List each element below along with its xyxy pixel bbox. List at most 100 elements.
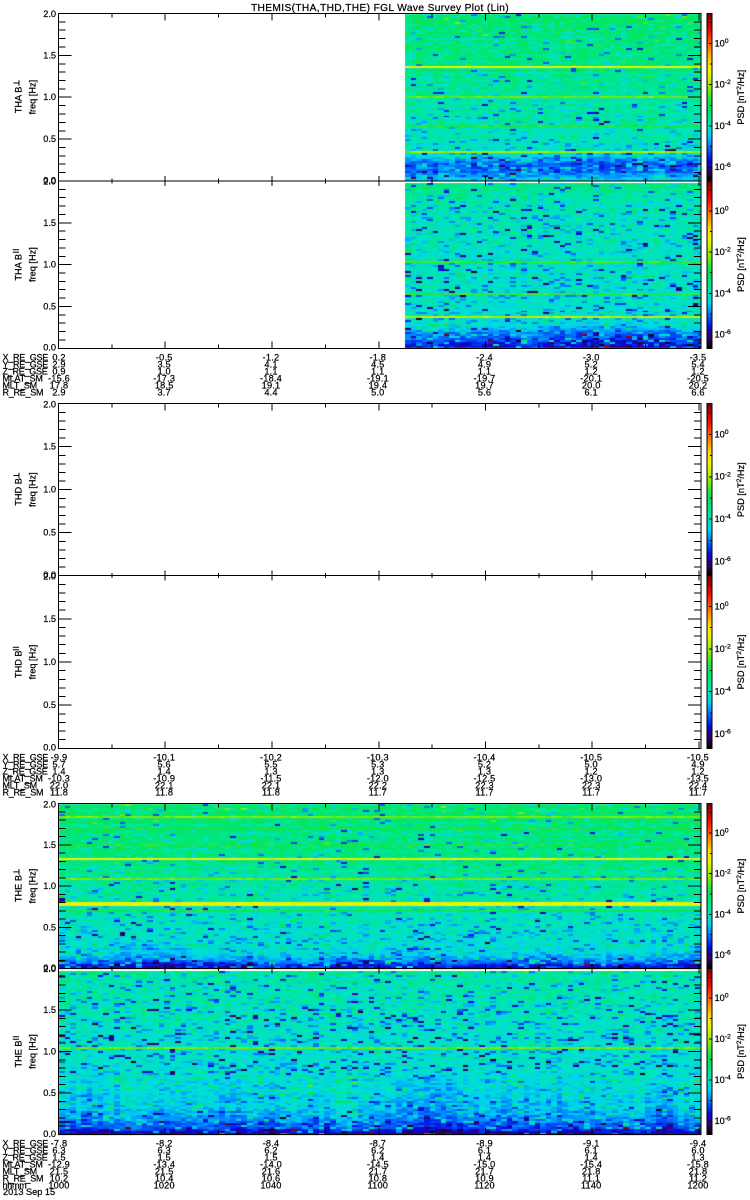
svg-text:1.0: 1.0 bbox=[43, 92, 56, 102]
svg-text:0.0: 0.0 bbox=[43, 175, 56, 185]
svg-text:0.0: 0.0 bbox=[43, 343, 56, 353]
svg-text:Y_RE_GSE: Y_RE_GSE bbox=[3, 360, 49, 370]
svg-text:-8.9: -8.9 bbox=[476, 1139, 493, 1149]
svg-text:21.6: 21.6 bbox=[262, 1167, 281, 1177]
svg-text:22.2: 22.2 bbox=[368, 781, 387, 791]
svg-text:1.3: 1.3 bbox=[371, 767, 384, 777]
svg-text:-1.8: -1.8 bbox=[369, 353, 386, 363]
svg-text:10-6: 10-6 bbox=[715, 162, 731, 172]
svg-text:5.2: 5.2 bbox=[478, 760, 491, 770]
svg-text:X_RE_GSE: X_RE_GSE bbox=[3, 753, 49, 763]
svg-text:1.3: 1.3 bbox=[264, 767, 277, 777]
svg-text:0.2: 0.2 bbox=[52, 353, 65, 363]
svg-text:20.0: 20.0 bbox=[582, 381, 601, 391]
svg-text:1.5: 1.5 bbox=[43, 1005, 56, 1015]
svg-text:1.5: 1.5 bbox=[43, 840, 56, 850]
svg-text:1.0: 1.0 bbox=[43, 485, 56, 495]
svg-text:10-6: 10-6 bbox=[715, 329, 731, 339]
svg-text:1140: 1140 bbox=[581, 1181, 602, 1191]
svg-text:5.6: 5.6 bbox=[158, 760, 171, 770]
svg-text:5.5: 5.5 bbox=[264, 760, 277, 770]
svg-text:-0.5: -0.5 bbox=[156, 353, 173, 363]
svg-text:Z_RE_GSE: Z_RE_GSE bbox=[3, 367, 48, 377]
svg-text:R_RE_SM: R_RE_SM bbox=[3, 388, 44, 398]
svg-text:0.0: 0.0 bbox=[43, 1129, 56, 1139]
svg-text:-9.9: -9.9 bbox=[51, 753, 68, 763]
svg-text:PSD [nT2/Hz]: PSD [nT2/Hz] bbox=[736, 462, 746, 517]
svg-text:1.5: 1.5 bbox=[43, 50, 56, 60]
svg-text:4.9: 4.9 bbox=[691, 760, 704, 770]
svg-text:-10.9: -10.9 bbox=[153, 774, 175, 784]
svg-text:freq [Hz]: freq [Hz] bbox=[28, 869, 38, 904]
svg-text:1.5: 1.5 bbox=[43, 442, 56, 452]
svg-text:2.0: 2.0 bbox=[43, 177, 56, 187]
svg-text:10-4: 10-4 bbox=[715, 686, 731, 696]
svg-text:R_RE_SM: R_RE_SM bbox=[3, 788, 44, 798]
svg-text:MLT_SM: MLT_SM bbox=[3, 781, 37, 791]
svg-text:2.9: 2.9 bbox=[52, 360, 65, 370]
svg-text:0.5: 0.5 bbox=[43, 700, 56, 710]
svg-text:11.2: 11.2 bbox=[689, 1174, 707, 1184]
svg-text:Z_RE_GSE: Z_RE_GSE bbox=[3, 767, 48, 777]
svg-text:MLAT_SM: MLAT_SM bbox=[3, 774, 43, 784]
svg-text:MLAT_SM: MLAT_SM bbox=[3, 1160, 43, 1170]
svg-text:-20.5: -20.5 bbox=[687, 374, 709, 384]
svg-text:6.3: 6.3 bbox=[158, 1146, 171, 1156]
svg-text:21.8: 21.8 bbox=[582, 1167, 601, 1177]
svg-text:Y_RE_GSE: Y_RE_GSE bbox=[3, 760, 49, 770]
svg-text:-2.4: -2.4 bbox=[476, 353, 493, 363]
svg-text:100: 100 bbox=[715, 828, 729, 838]
svg-text:freq [Hz]: freq [Hz] bbox=[28, 80, 38, 115]
svg-text:1.5: 1.5 bbox=[52, 1153, 65, 1163]
svg-text:5.0: 5.0 bbox=[585, 760, 598, 770]
svg-text:10-2: 10-2 bbox=[715, 868, 731, 878]
svg-text:4.4: 4.4 bbox=[264, 388, 277, 398]
svg-text:6.1: 6.1 bbox=[585, 1146, 598, 1156]
svg-text:-13.5: -13.5 bbox=[687, 774, 709, 784]
svg-text:1.5: 1.5 bbox=[43, 614, 56, 624]
svg-text:freq [Hz]: freq [Hz] bbox=[28, 645, 38, 680]
svg-text:PSD [nT2/Hz]: PSD [nT2/Hz] bbox=[736, 859, 746, 914]
svg-text:4.1: 4.1 bbox=[264, 360, 277, 370]
svg-text:10-4: 10-4 bbox=[715, 909, 731, 919]
svg-text:THA B: THA B bbox=[14, 254, 24, 281]
svg-text:1.0: 1.0 bbox=[158, 367, 171, 377]
svg-text:-17.3: -17.3 bbox=[153, 374, 175, 384]
svg-text:10-2: 10-2 bbox=[715, 471, 731, 481]
svg-text:1.4: 1.4 bbox=[52, 767, 65, 777]
svg-text:0.5: 0.5 bbox=[43, 302, 56, 312]
svg-text:10-4: 10-4 bbox=[715, 514, 731, 524]
svg-text:hhmm: hhmm bbox=[3, 1181, 27, 1191]
svg-text:5.0: 5.0 bbox=[371, 388, 384, 398]
svg-text:0.0: 0.0 bbox=[43, 570, 56, 580]
svg-text:100: 100 bbox=[715, 601, 729, 611]
svg-text:3.7: 3.7 bbox=[158, 388, 171, 398]
svg-text:10-2: 10-2 bbox=[715, 247, 731, 257]
svg-text:freq [Hz]: freq [Hz] bbox=[28, 1034, 38, 1069]
svg-text:0.9: 0.9 bbox=[52, 367, 65, 377]
svg-text:5.6: 5.6 bbox=[478, 388, 491, 398]
svg-text:5.7: 5.7 bbox=[52, 760, 65, 770]
svg-text:MLT_SM: MLT_SM bbox=[3, 1167, 37, 1177]
svg-text:10-6: 10-6 bbox=[715, 729, 731, 739]
svg-text:-14.5: -14.5 bbox=[367, 1160, 389, 1170]
svg-text:THD B: THD B bbox=[14, 650, 24, 678]
svg-text:10.4: 10.4 bbox=[155, 1174, 174, 1184]
svg-text:6.2: 6.2 bbox=[371, 1146, 384, 1156]
svg-text:22.1: 22.1 bbox=[262, 781, 281, 791]
svg-text:10.9: 10.9 bbox=[475, 1174, 494, 1184]
svg-text:freq [Hz]: freq [Hz] bbox=[28, 247, 38, 282]
svg-text:THE B: THE B bbox=[14, 875, 24, 902]
svg-text:1.5: 1.5 bbox=[43, 218, 56, 228]
svg-text:1.5: 1.5 bbox=[264, 1153, 277, 1163]
svg-text:1.2: 1.2 bbox=[585, 367, 598, 377]
svg-text:3.5: 3.5 bbox=[158, 360, 171, 370]
svg-text:1.2: 1.2 bbox=[691, 367, 704, 377]
svg-text:22.0: 22.0 bbox=[50, 781, 69, 791]
svg-text:-18.4: -18.4 bbox=[260, 374, 282, 384]
svg-text:11.7: 11.7 bbox=[369, 788, 387, 798]
svg-text:MLT_SM: MLT_SM bbox=[3, 381, 37, 391]
svg-text:11.7: 11.7 bbox=[582, 788, 600, 798]
svg-text:22.3: 22.3 bbox=[475, 781, 494, 791]
svg-text:11.8: 11.8 bbox=[262, 788, 280, 798]
